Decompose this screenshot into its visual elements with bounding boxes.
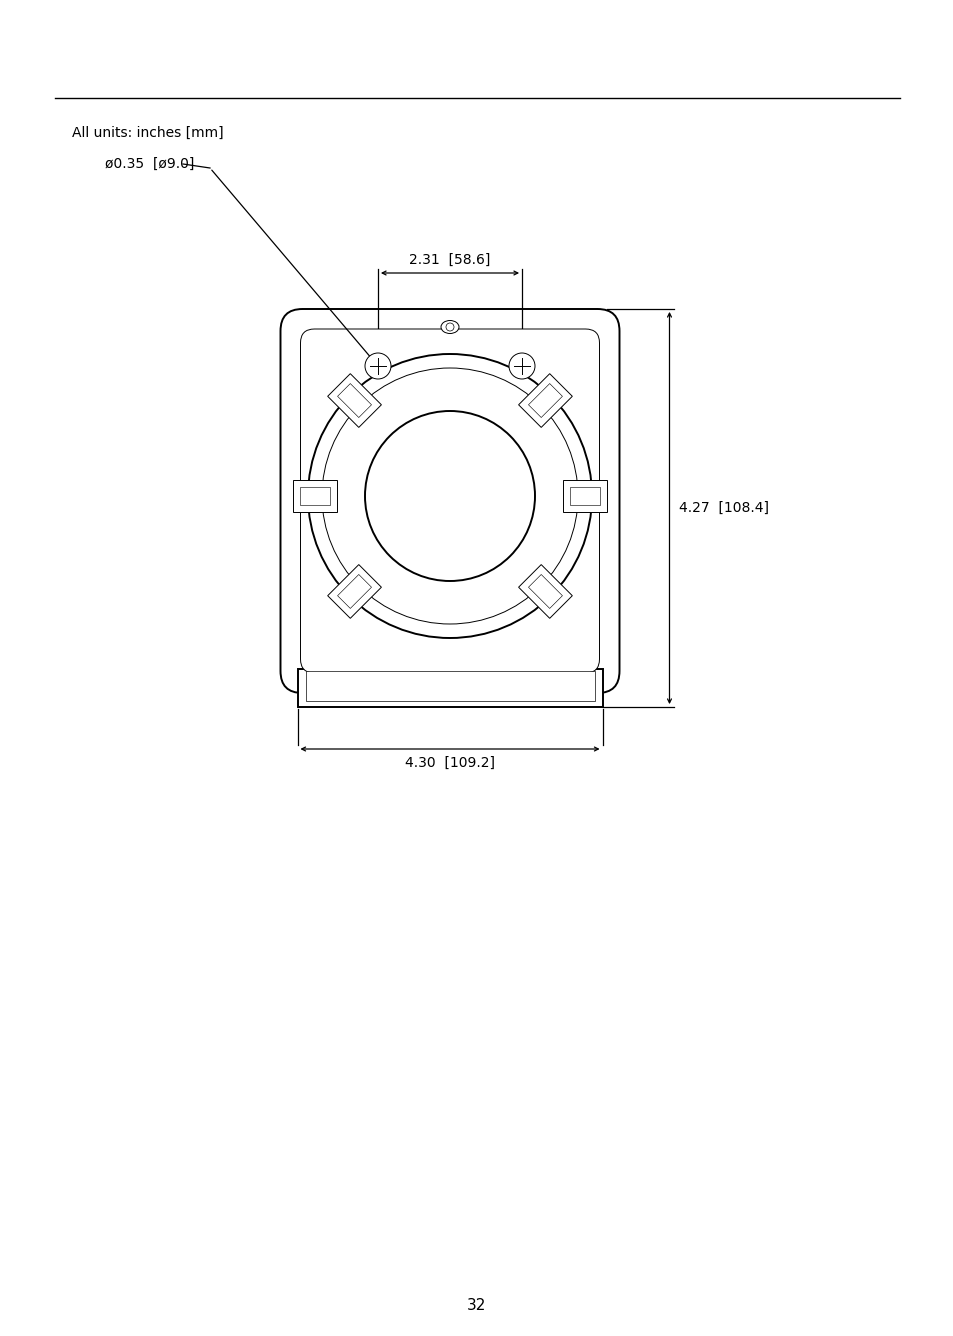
Polygon shape <box>337 383 371 418</box>
Text: 4.27  [108.4]: 4.27 [108.4] <box>679 501 769 514</box>
Text: 4.30  [109.2]: 4.30 [109.2] <box>405 756 495 770</box>
FancyBboxPatch shape <box>280 309 618 693</box>
Polygon shape <box>562 480 606 512</box>
Circle shape <box>308 354 592 639</box>
Circle shape <box>509 353 535 379</box>
Polygon shape <box>518 374 572 428</box>
Text: 2.31  [58.6]: 2.31 [58.6] <box>409 253 490 267</box>
Polygon shape <box>528 383 562 418</box>
FancyBboxPatch shape <box>300 329 598 673</box>
Polygon shape <box>293 480 336 512</box>
Polygon shape <box>337 574 371 608</box>
Circle shape <box>365 353 391 379</box>
Bar <box>297 669 602 707</box>
Polygon shape <box>518 565 572 619</box>
Polygon shape <box>528 574 562 608</box>
Circle shape <box>446 323 454 331</box>
Polygon shape <box>327 374 381 428</box>
Text: 32: 32 <box>467 1299 486 1313</box>
Polygon shape <box>299 488 330 505</box>
Circle shape <box>365 411 535 581</box>
Text: All units: inches [mm]: All units: inches [mm] <box>71 126 223 140</box>
Text: ø0.35  [ø9.0]: ø0.35 [ø9.0] <box>105 158 194 171</box>
Circle shape <box>322 367 578 624</box>
Bar <box>305 671 594 701</box>
Polygon shape <box>327 565 381 619</box>
Polygon shape <box>569 488 599 505</box>
Ellipse shape <box>440 321 458 334</box>
